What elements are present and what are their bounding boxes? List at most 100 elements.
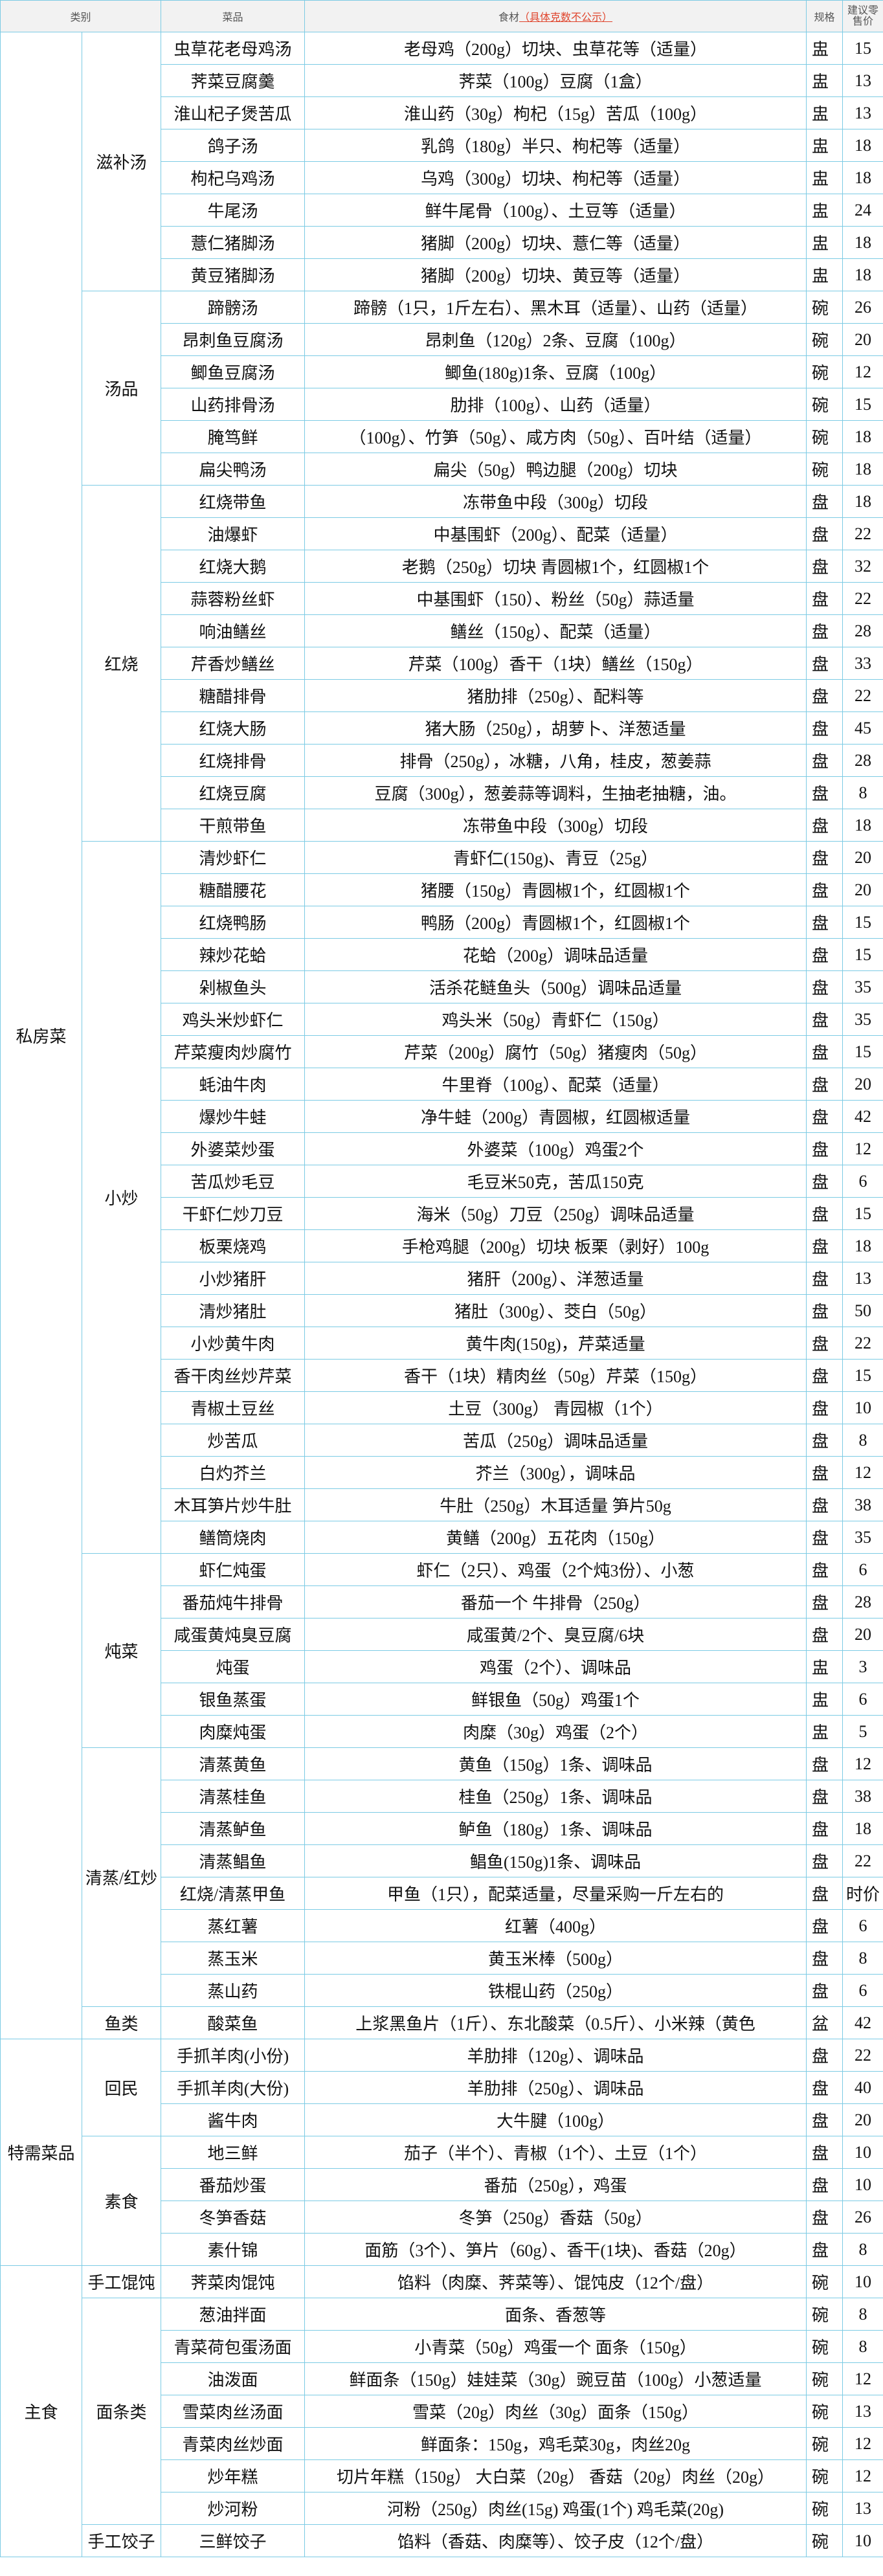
header-cell: 食材（具体克数不公示）	[304, 0, 807, 32]
spec-cell: 盘	[806, 1003, 844, 1036]
dish-cell: 炖蛋	[161, 1650, 306, 1683]
price-cell: 10	[842, 2524, 883, 2557]
header-note: （具体克数不公示）	[519, 12, 613, 23]
ingredients-cell: 冻带鱼中段（300g）切段	[304, 485, 807, 518]
spec-cell: 盘	[806, 1877, 844, 1910]
ingredients-cell: 鲜银鱼（50g）鸡蛋1个	[304, 1683, 807, 1716]
category-cell: 特需菜品	[0, 2039, 82, 2266]
ingredients-cell: 冬笋（250g）香菇（50g）	[304, 2201, 807, 2234]
price-cell: 8	[842, 2330, 883, 2363]
price-cell: 13	[842, 2492, 883, 2525]
ingredients-cell: 活杀花鲢鱼头（500g）调味品适量	[304, 970, 807, 1003]
ingredients-cell: 面筋（3个）、笋片（60g）、香干(1块)、香菇（20g）	[304, 2233, 807, 2266]
spec-cell: 盘	[806, 2201, 844, 2234]
dish-cell: 鸡头米炒虾仁	[161, 1003, 306, 1036]
spec-cell: 盘	[806, 1391, 844, 1424]
spec-cell: 碗	[806, 2427, 844, 2460]
ingredients-cell: 猪腰（150g）青圆椒1个，红圆椒1个	[304, 873, 807, 906]
price-cell: 8	[842, 1424, 883, 1457]
ingredients-cell: 猪脚（200g）切块、薏仁等（适量）	[304, 226, 807, 259]
dish-cell: 剁椒鱼头	[161, 970, 306, 1003]
ingredients-cell: 鲜牛尾骨（100g）、土豆等（适量）	[304, 194, 807, 227]
price-cell: 32	[842, 550, 883, 583]
price-cell: 12	[842, 1456, 883, 1489]
price-cell: 26	[842, 2201, 883, 2234]
spec-cell: 碗	[806, 388, 844, 421]
subcategory-cell: 汤品	[81, 291, 162, 486]
price-cell: 13	[842, 1262, 883, 1295]
price-cell: 12	[842, 355, 883, 388]
dish-cell: 炒年糕	[161, 2459, 306, 2492]
dish-cell: 清蒸桂鱼	[161, 1780, 306, 1813]
ingredients-cell: 毛豆米50克，苦瓜150克	[304, 1165, 807, 1198]
dish-cell: 银鱼蒸蛋	[161, 1683, 306, 1716]
spec-cell: 盅	[806, 129, 844, 162]
spec-cell: 盘	[806, 2103, 844, 2136]
menu-row: 白灼芥兰 芥兰（300g），调味品盘 12	[1, 1456, 883, 1489]
ingredients-cell: 芹菜（100g）香干（1块）鳝丝（150g）	[304, 647, 807, 680]
ingredients-cell: 切片年糕（150g） 大白菜（20g） 香菇（20g）肉丝（20g）	[304, 2459, 807, 2492]
menu-row: 芹菜瘦肉炒腐竹 芹菜（200g）腐竹（50g）猪瘦肉（50g）盘 15	[1, 1035, 883, 1068]
ingredients-cell: 红薯（400g）	[304, 1909, 807, 1942]
ingredients-cell: 铁棍山药（250g）	[304, 1974, 807, 2007]
spec-cell: 盘	[806, 1812, 844, 1845]
ingredients-cell: 鲜面条：150g，鸡毛菜30g，肉丝20g	[304, 2427, 807, 2460]
price-cell: 6	[842, 1974, 883, 2007]
price-cell: 5	[842, 1715, 883, 1748]
ingredients-cell: 肉糜（30g）鸡蛋（2个）	[304, 1715, 807, 1748]
dish-cell: 昂刺鱼豆腐汤	[161, 323, 306, 356]
ingredients-cell: 芥兰（300g），调味品	[304, 1456, 807, 1489]
ingredients-cell: 外婆菜（100g）鸡蛋2个	[304, 1132, 807, 1165]
ingredients-cell: 昂刺鱼（120g）2条、豆腐（100g）	[304, 323, 807, 356]
menu-row: 手工饺子 三鲜饺子 馅料（香菇、肉糜等）、饺子皮（12个/盘）碗 10	[1, 2524, 883, 2557]
dish-cell: 青椒土豆丝	[161, 1391, 306, 1424]
menu-row: 红烧鸭肠 鸭肠（200g）青圆椒1个，红圆椒1个盘 15	[1, 906, 883, 939]
spec-cell: 碗	[806, 2524, 844, 2557]
dish-cell: 外婆菜炒蛋	[161, 1132, 306, 1165]
menu-row: 青菜肉丝炒面 鲜面条：150g，鸡毛菜30g，肉丝20g 碗 12	[1, 2427, 883, 2460]
ingredients-cell: 黄鳝（200g）五花肉（150g）	[304, 1521, 807, 1554]
price-cell: 12	[842, 2427, 883, 2460]
spec-cell: 盘	[806, 1327, 844, 1360]
menu-row: 蒸山药 铁棍山药（250g）盘 6	[1, 1974, 883, 2007]
dish-cell: 鲫鱼豆腐汤	[161, 355, 306, 388]
menu-row: 鸡头米炒虾仁 鸡头米（50g）青虾仁（150g）盘 35	[1, 1003, 883, 1036]
price-cell: 8	[842, 1942, 883, 1975]
price-cell: 12	[842, 1132, 883, 1165]
dish-cell: 响油鳝丝	[161, 614, 306, 647]
spec-cell: 碗	[806, 323, 844, 356]
dish-cell: 青菜荷包蛋汤面	[161, 2330, 306, 2363]
ingredients-cell: 河粉（250g）肉丝(15g) 鸡蛋(1个) 鸡毛菜(20g)	[304, 2492, 807, 2525]
ingredients-cell: 荠菜（100g）豆腐（1盒）	[304, 64, 807, 97]
header-cell: 建议零售价	[842, 0, 883, 32]
subcategory-cell: 鱼类	[81, 2006, 162, 2039]
ingredients-cell: 中基围虾（200g）、配菜（适量）	[304, 517, 807, 550]
menu-row: 小炒 清炒虾仁 青虾仁(150g)、青豆（25g）盘 20	[1, 841, 883, 1554]
ingredients-cell: 小青菜（50g）鸡蛋一个 面条（150g）	[304, 2330, 807, 2363]
spec-cell: 盅	[806, 1715, 844, 1748]
ingredients-cell: （100g）、竹笋（50g）、咸方肉（50g）、百叶结（适量）	[304, 420, 807, 453]
spec-cell: 盘	[806, 1229, 844, 1262]
price-cell: 6	[842, 1553, 883, 1586]
ingredients-cell: 上浆黑鱼片（1斤）、东北酸菜（0.5斤）、小米辣（黄色	[304, 2006, 807, 2039]
spec-cell: 盘	[806, 1585, 844, 1618]
ingredients-cell: 老鹅（250g）切块 青圆椒1个，红圆椒1个	[304, 550, 807, 583]
ingredients-cell: 鲫鱼(180g)1条、豆腐（100g）	[304, 355, 807, 388]
spec-cell: 盘	[806, 1165, 844, 1198]
menu-row: 清蒸鲈鱼 鲈鱼（180g）1条、调味品盘 18	[1, 1812, 883, 1845]
menu-row: 辣炒花蛤 花蛤（200g）调味品适量盘 15	[1, 938, 883, 971]
menu-row: 扁尖鸭汤 扁尖（50g）鸭边腿（200g）切块碗 18	[1, 453, 883, 486]
price-cell: 18	[842, 1812, 883, 1845]
menu-row: 蒜蓉粉丝虾 中基围虾（150）、粉丝（50g）蒜适量盘 22	[1, 582, 883, 615]
price-cell: 6	[842, 1683, 883, 1716]
menu-row: 红烧豆腐 豆腐（300g），葱姜蒜等调料，生抽老抽糖，油。盘 8	[1, 776, 883, 809]
category-cell: 主食	[0, 2265, 82, 2557]
price-cell: 18	[842, 485, 883, 518]
price-cell: 38	[842, 1488, 883, 1521]
menu-row: 红烧大鹅 老鹅（250g）切块 青圆椒1个，红圆椒1个盘 32	[1, 550, 883, 583]
ingredients-cell: 牛肚（250g）木耳适量 笋片50g	[304, 1488, 807, 1521]
spec-cell: 碗	[806, 2265, 844, 2298]
menu-row: 酱牛肉 大牛腱（100g）盘 20	[1, 2103, 883, 2136]
subcategory-cell: 素食	[81, 2136, 162, 2266]
dish-cell: 酸菜鱼	[161, 2006, 306, 2039]
